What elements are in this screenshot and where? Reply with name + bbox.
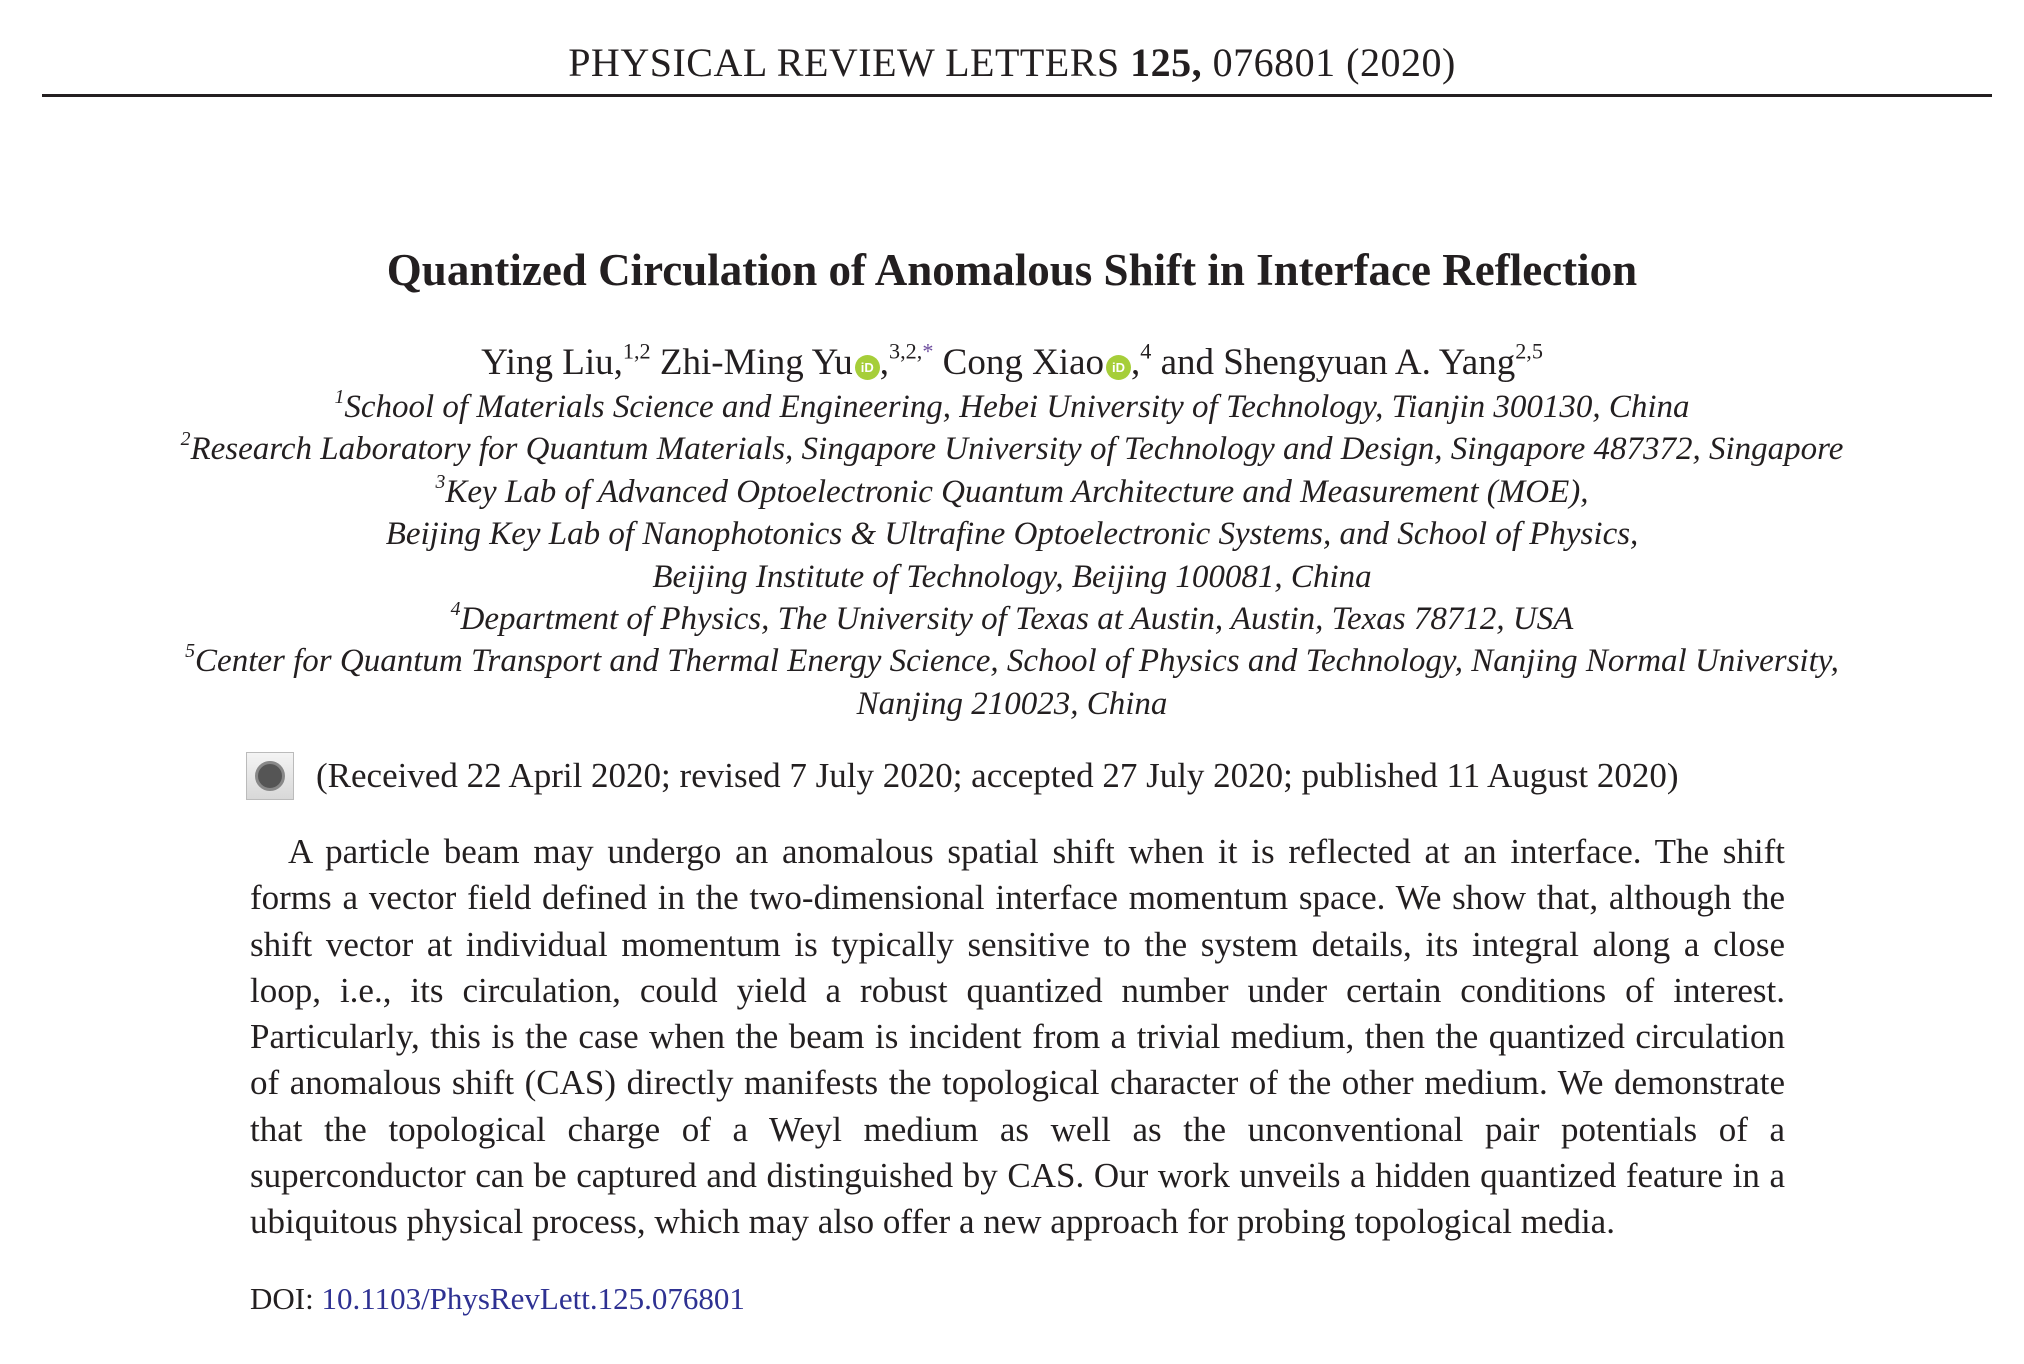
author-affil-sup: 2,5 [1515, 338, 1543, 364]
affil-num: 1 [334, 386, 345, 409]
affil-num: 2 [180, 428, 191, 451]
paper-title: Quantized Circulation of Anomalous Shift… [386, 245, 1638, 295]
affiliation: 5Center for Quantum Transport and Therma… [0, 640, 2024, 725]
orcid-icon[interactable]: iD [1106, 355, 1132, 380]
affiliation: 3Key Lab of Advanced Optoelectronic Quan… [0, 471, 2024, 598]
affil-text: Beijing Key Lab of Nanophotonics & Ultra… [385, 516, 1639, 553]
author: Cong Xiao [942, 342, 1105, 383]
author-affil-sup: 4 [1140, 338, 1152, 364]
affil-num: 3 [435, 470, 446, 493]
author: Ying Liu, [481, 342, 623, 383]
affil-text: Nanjing 210023, China [856, 685, 1168, 722]
doi-label: DOI: [250, 1281, 314, 1316]
author: Zhi-Ming Yu [659, 342, 853, 383]
author-list: Ying Liu,1,2 Zhi-Ming Yu iD ,3,2,* Cong Xi… [481, 338, 1543, 383]
affil-text: Department of Physics, The University of… [460, 601, 1574, 638]
doi-link[interactable]: 10.1103/PhysRevLett.125.076801 [321, 1281, 745, 1316]
orcid-icon[interactable]: iD [854, 355, 880, 380]
corresponding-author-link[interactable]: * [922, 338, 934, 364]
doi: DOI: 10.1103/PhysRevLett.125.076801 [250, 1277, 745, 1321]
affil-text: Research Laboratory for Quantum Material… [190, 431, 1844, 468]
article-number: 076801 (2020) [1212, 40, 1456, 85]
affiliation: 2Research Laboratory for Quantum Materia… [0, 428, 2024, 470]
check-for-updates-icon[interactable] [246, 752, 294, 800]
running-header: PHYSICAL REVIEW LETTERS 125, 076801 (202… [0, 38, 2024, 88]
affiliation: 1School of Materials Science and Enginee… [0, 386, 2024, 428]
affil-text: Beijing Institute of Technology, Beijing… [652, 558, 1372, 595]
header-rule [42, 94, 1992, 97]
journal-name: PHYSICAL REVIEW LETTERS [568, 40, 1120, 85]
received-dates: (Received 22 April 2020; revised 7 July … [316, 756, 1679, 795]
affil-num: 5 [185, 640, 196, 663]
author-affil-sup: 1,2 [622, 338, 651, 364]
volume: 125, [1130, 40, 1203, 85]
affiliation: 4Department of Physics, The University o… [0, 598, 2024, 640]
affil-text: Key Lab of Advanced Optoelectronic Quant… [445, 473, 1589, 510]
affil-num: 4 [450, 598, 461, 621]
author: and Shengyuan A. Yang [1160, 342, 1516, 383]
affil-text: Center for Quantum Transport and Thermal… [195, 643, 1839, 680]
affiliations: 1School of Materials Science and Enginee… [0, 386, 2024, 725]
author-affil-sup: 3,2, [889, 338, 923, 364]
history-dates: (Received 22 April 2020; revised 7 July … [246, 752, 1679, 800]
affil-text: School of Materials Science and Engineer… [344, 389, 1690, 425]
abstract: A particle beam may undergo an anomalous… [250, 832, 1785, 1242]
